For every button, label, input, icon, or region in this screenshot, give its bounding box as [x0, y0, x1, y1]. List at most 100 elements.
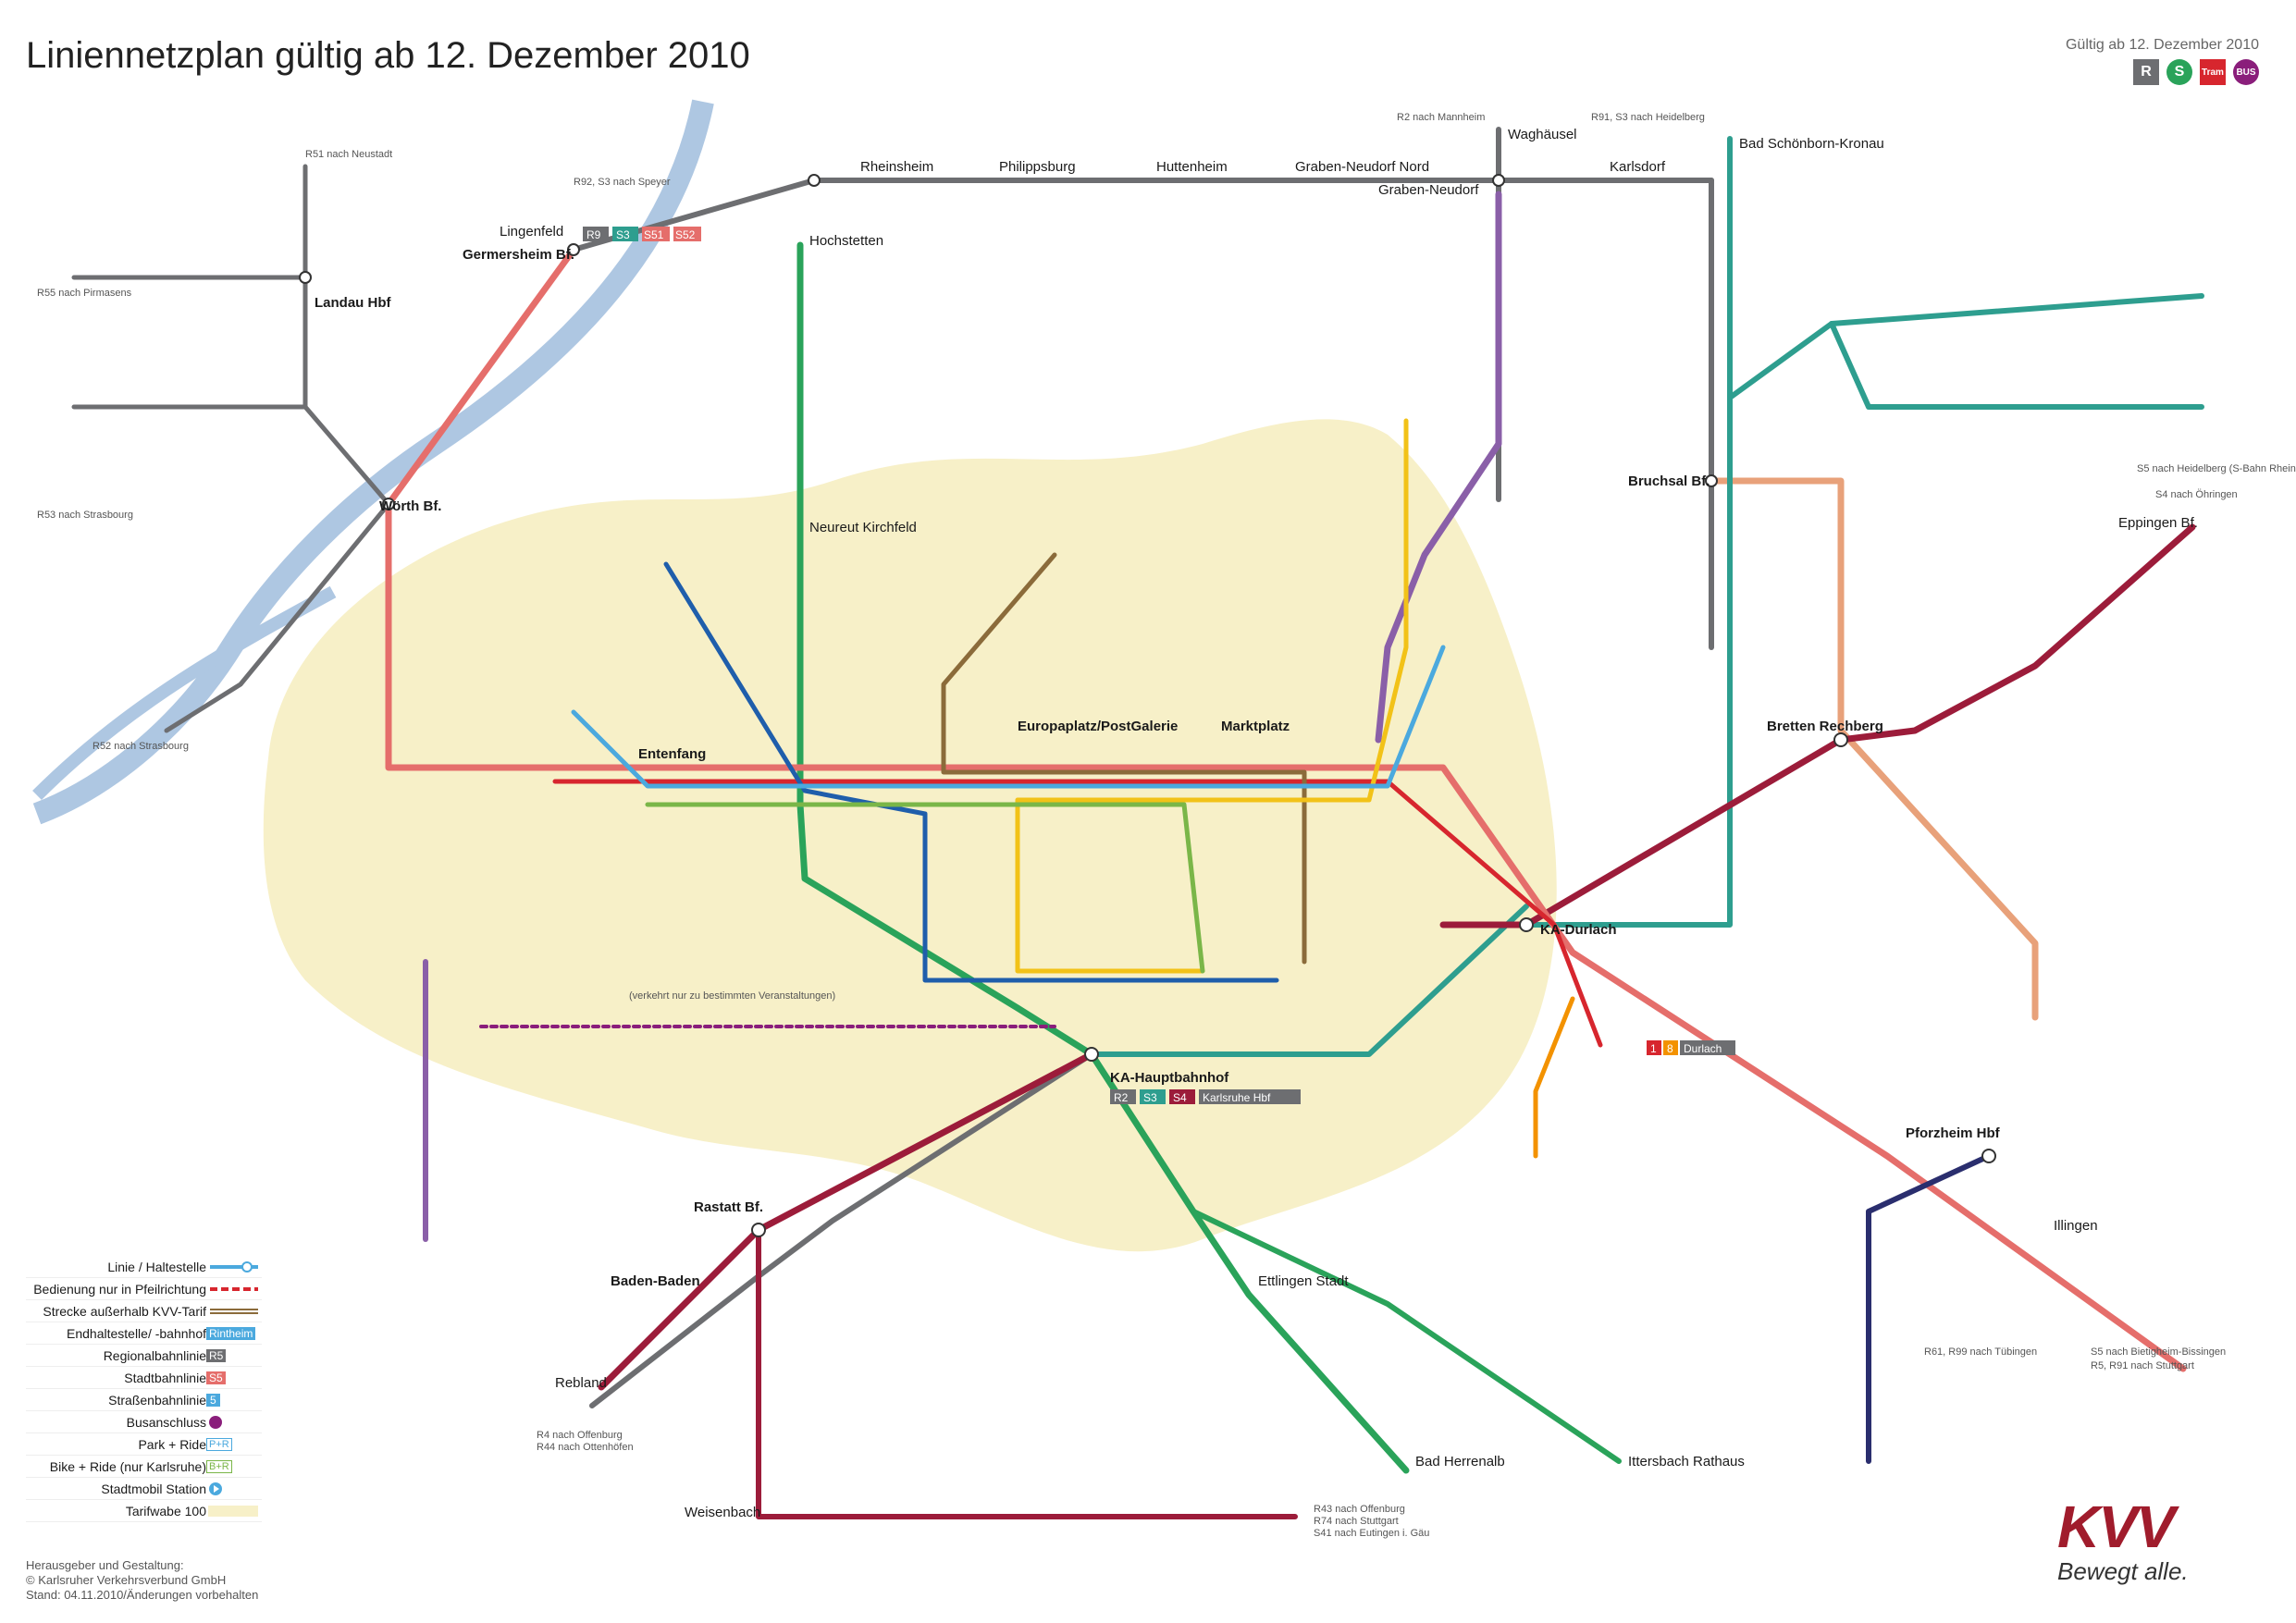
- station-label: Eppingen Bf.: [2118, 515, 2198, 531]
- tram-6: [645, 802, 1205, 974]
- station-marker: [1492, 174, 1505, 187]
- legend-row: Tarifwabe 100: [26, 1500, 262, 1522]
- legend-label: Stadtbahnlinie: [124, 1370, 206, 1385]
- station-label: Bruchsal Bf.: [1628, 473, 1710, 489]
- direction-note: S4 nach Öhringen: [2155, 489, 2238, 500]
- s-badge: [1140, 1089, 1166, 1104]
- direction-note: S41 nach Eutingen i. Gäu: [1314, 1528, 1429, 1539]
- line-stop-icon: [206, 1260, 262, 1274]
- badge-label: Durlach: [1684, 1042, 1722, 1055]
- station-label: Entenfang: [638, 746, 706, 762]
- station-marker: [1833, 732, 1848, 747]
- stadtmobil-icon: [206, 1482, 262, 1496]
- station-label: Bretten Rechberg: [1767, 719, 1883, 734]
- station-label: Marktplatz: [1221, 719, 1290, 734]
- legend-label: Bedienung nur in Pfeilrichtung: [33, 1281, 206, 1297]
- station-label: Neureut Kirchfeld: [809, 520, 917, 535]
- legend-label: Strecke außerhalb KVV-Tarif: [43, 1303, 206, 1319]
- direction-note: R52 nach Strasbourg: [93, 741, 189, 752]
- badge-label: S4: [1173, 1091, 1187, 1104]
- credits-line: © Karlsruher Verkehrsverbund GmbH: [26, 1573, 227, 1587]
- r-line-icon: R5: [206, 1348, 262, 1363]
- legend-row: Bedienung nur in Pfeilrichtung: [26, 1278, 262, 1300]
- tram-3: [941, 552, 1307, 965]
- direction-note: R92, S3 nach Speyer: [574, 177, 671, 188]
- s-bahn-icon: S: [2166, 59, 2192, 85]
- s2-spoeck: [1375, 191, 1502, 744]
- page-title: Liniennetzplan gültig ab 12. Dezember 20…: [26, 35, 750, 76]
- tram-5: [571, 645, 1446, 789]
- s-badge: [642, 227, 670, 241]
- s5-woerth-pforzheim: [385, 500, 2187, 1372]
- terminus-tag: Rintheim: [206, 1326, 256, 1340]
- station-markers: [299, 174, 1996, 1237]
- tram-1: [552, 779, 1603, 1048]
- rhine-river: [32, 99, 714, 825]
- tram-lines: [479, 418, 1603, 1159]
- s4-eppingen: [1837, 523, 2196, 744]
- bus-icon: BUS: [2233, 59, 2259, 85]
- s1-ettlingen: [1088, 1051, 1410, 1474]
- tram-badge: [1663, 1040, 1678, 1055]
- legend-row: Endhaltestelle/ -bahnhof Rintheim: [26, 1322, 262, 1345]
- legend-label: Straßenbahnlinie: [108, 1392, 206, 1408]
- regional-train-icon: R: [2133, 59, 2159, 85]
- s1-s11-hochstetten: [796, 241, 1095, 1058]
- direction-note: R51 nach Neustadt: [305, 149, 392, 160]
- station-label: Ittersbach Rathaus: [1628, 1454, 1745, 1469]
- badge-label: S52: [675, 228, 696, 241]
- credits-line: Herausgeber und Gestaltung:: [26, 1558, 184, 1572]
- badge-label: 8: [1667, 1042, 1673, 1055]
- logo-brand: KVV: [2057, 1494, 2176, 1560]
- direction-note: R4 nach Offenburg: [537, 1430, 623, 1441]
- legend-label: Bike + Ride (nur Karlsruhe): [49, 1458, 206, 1474]
- station-labels: Germersheim Bf. Lingenfeld Landau Hbf Wö…: [315, 127, 2198, 1520]
- station-label: Bad Schönborn-Kronau: [1739, 136, 1884, 152]
- rhine-river-arm: [32, 585, 337, 800]
- direction-note: R43 nach Offenburg: [1314, 1504, 1405, 1515]
- station-marker: [1981, 1149, 1996, 1163]
- station-label: Waghäusel: [1508, 127, 1577, 142]
- tarif-zone-icon: [206, 1504, 262, 1518]
- legend-row: Stadtmobil Station: [26, 1478, 262, 1500]
- station-marker: [382, 498, 395, 510]
- s5-germersheim: [385, 246, 577, 508]
- s31-s32-odenheim: [1727, 293, 2204, 400]
- direction-note: S5 nach Bietigheim-Bissingen: [2091, 1346, 2226, 1358]
- park-ride-icon: P+R: [206, 1437, 262, 1452]
- direction-note: R91, S3 nach Heidelberg: [1591, 112, 1705, 123]
- s-line-tag: S5: [206, 1371, 226, 1384]
- station-label: Graben-Neudorf: [1378, 182, 1479, 198]
- station-marker: [567, 243, 580, 256]
- r-badge: [583, 227, 609, 241]
- station-marker: [1519, 917, 1534, 932]
- legend-label: Regionalbahnlinie: [103, 1347, 206, 1363]
- valid-note: Gültig ab 12. Dezember 2010: [2065, 37, 2259, 53]
- badge-label: S3: [1143, 1091, 1157, 1104]
- badge-label: R9: [586, 228, 601, 241]
- legend-label: Park + Ride: [138, 1436, 206, 1452]
- badge-label: R2: [1114, 1091, 1129, 1104]
- bike-ride-icon: B+R: [206, 1459, 262, 1474]
- station-label: Baden-Baden: [611, 1273, 700, 1289]
- station-label: KA-Hauptbahnhof: [1110, 1070, 1229, 1086]
- r-line-bruchsal-bretten: [1708, 477, 2039, 1021]
- station-label: Huttenheim: [1156, 159, 1228, 175]
- tram-line-tag: 5: [206, 1393, 220, 1407]
- legend-row: Straßenbahnlinie 5: [26, 1389, 262, 1411]
- tram-2: [663, 561, 1279, 983]
- station-label: Rastatt Bf.: [694, 1199, 763, 1215]
- legend-row: Linie / Haltestelle: [26, 1256, 262, 1278]
- station-marker: [808, 174, 821, 187]
- legend-row: Bike + Ride (nur Karlsruhe) B+R: [26, 1456, 262, 1478]
- s6-bad-wildbad: [1866, 1153, 1992, 1464]
- legend-label: Endhaltestelle/ -bahnhof: [67, 1325, 206, 1341]
- durlach-badges: 1 8 Durlach: [1647, 1040, 1735, 1055]
- s32-menzingen: [1829, 321, 2204, 410]
- outside-tarif-icon: [206, 1304, 262, 1319]
- station-label: Bad Herrenalb: [1415, 1454, 1505, 1469]
- s3-heidelberg: [1524, 136, 1733, 928]
- station-marker: [1705, 474, 1718, 487]
- station-label: Europaplatz/PostGalerie: [1018, 719, 1178, 734]
